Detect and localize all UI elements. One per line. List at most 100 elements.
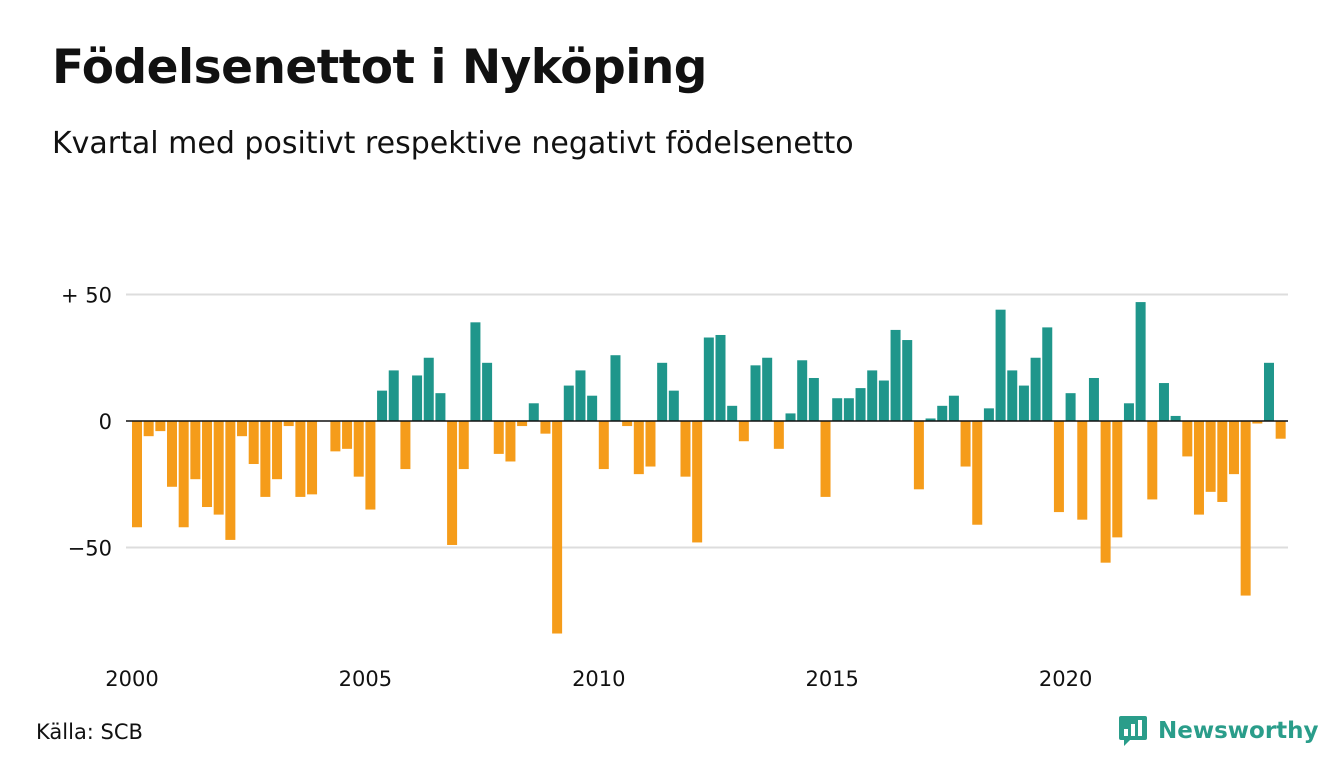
bar — [855, 388, 866, 421]
bar — [1170, 415, 1181, 421]
bar — [1217, 421, 1228, 502]
bar — [1042, 327, 1053, 421]
bar — [1135, 302, 1146, 421]
bar — [1263, 362, 1274, 421]
bar — [225, 421, 236, 540]
x-tick-label: 2010 — [572, 667, 625, 691]
bar — [1065, 393, 1076, 421]
bar — [1275, 421, 1286, 439]
bar — [167, 421, 178, 487]
bar — [283, 421, 294, 427]
bar — [960, 421, 971, 467]
bar — [423, 357, 434, 421]
bar — [668, 390, 679, 421]
bar — [633, 421, 644, 475]
bar — [1123, 403, 1134, 421]
bar — [458, 421, 469, 470]
bar — [715, 334, 726, 421]
bar — [1018, 385, 1029, 421]
bar — [925, 418, 936, 421]
bar — [260, 421, 271, 497]
bar — [948, 395, 959, 421]
bar — [412, 375, 423, 421]
bar — [1147, 421, 1158, 500]
bar — [1228, 421, 1239, 475]
bar — [983, 408, 994, 421]
bar — [657, 362, 668, 421]
bar — [703, 337, 714, 421]
bar — [1205, 421, 1216, 492]
bar — [937, 405, 948, 421]
bar — [237, 421, 248, 437]
bar — [902, 340, 913, 421]
bar — [470, 322, 481, 421]
bar — [330, 421, 341, 452]
bar — [680, 421, 691, 477]
bar — [785, 413, 796, 421]
y-tick-label: −50 — [68, 537, 112, 561]
bar — [213, 421, 224, 515]
source-note: Källa: SCB — [36, 720, 143, 744]
bar — [1193, 421, 1204, 515]
bar-chart: + 50 0 −50 2000 2005 2010 2015 2020 — [61, 284, 1288, 691]
bar — [820, 421, 831, 497]
bar — [890, 329, 901, 421]
x-tick-label: 2000 — [105, 667, 158, 691]
bar — [750, 365, 761, 421]
bar — [272, 421, 283, 480]
bar-chart-speech-bubble-icon — [1119, 716, 1147, 746]
bar — [493, 421, 504, 454]
bar — [540, 421, 551, 434]
bar — [1182, 421, 1193, 457]
bar — [727, 405, 738, 421]
bar — [1252, 421, 1263, 424]
bar — [692, 421, 703, 543]
bar — [400, 421, 411, 470]
bar — [482, 362, 493, 421]
bar — [563, 385, 574, 421]
brand-name: Newsworthy — [1158, 718, 1319, 744]
bar — [575, 370, 586, 421]
bar — [155, 421, 166, 432]
bar — [365, 421, 376, 510]
bar — [1158, 383, 1169, 421]
bar — [248, 421, 259, 465]
bar — [435, 393, 446, 421]
bar — [132, 421, 142, 528]
bar — [552, 421, 563, 634]
y-tick-label: 0 — [99, 410, 112, 434]
chart-subtitle: Kvartal med positivt respektive negativt… — [52, 126, 854, 161]
bar — [622, 421, 633, 427]
bar — [610, 355, 621, 421]
bar — [1112, 421, 1123, 538]
bar — [342, 421, 353, 449]
bar — [1240, 421, 1251, 596]
bar — [773, 421, 784, 449]
brand-logo[interactable]: Newsworthy — [1118, 713, 1319, 749]
bar — [1053, 421, 1064, 513]
bar — [913, 421, 924, 490]
bar — [190, 421, 201, 480]
bar — [738, 421, 749, 442]
bar — [377, 390, 388, 421]
x-tick-label: 2020 — [1039, 667, 1092, 691]
bar — [505, 421, 516, 462]
bar — [598, 421, 609, 470]
bar — [808, 377, 819, 421]
bar — [528, 403, 539, 421]
bar — [178, 421, 189, 528]
bar — [353, 421, 364, 477]
bar — [1088, 377, 1099, 421]
bar — [447, 421, 458, 545]
bar — [587, 395, 598, 421]
chart-title: Födelsenettot i Nyköping — [52, 40, 707, 95]
bar — [388, 370, 399, 421]
bar — [867, 370, 878, 421]
bar — [1030, 357, 1041, 421]
bar — [832, 398, 843, 421]
bar — [307, 421, 318, 495]
bar — [843, 398, 854, 421]
y-tick-label: + 50 — [61, 284, 112, 308]
bar — [797, 360, 808, 421]
bar — [1007, 370, 1018, 421]
